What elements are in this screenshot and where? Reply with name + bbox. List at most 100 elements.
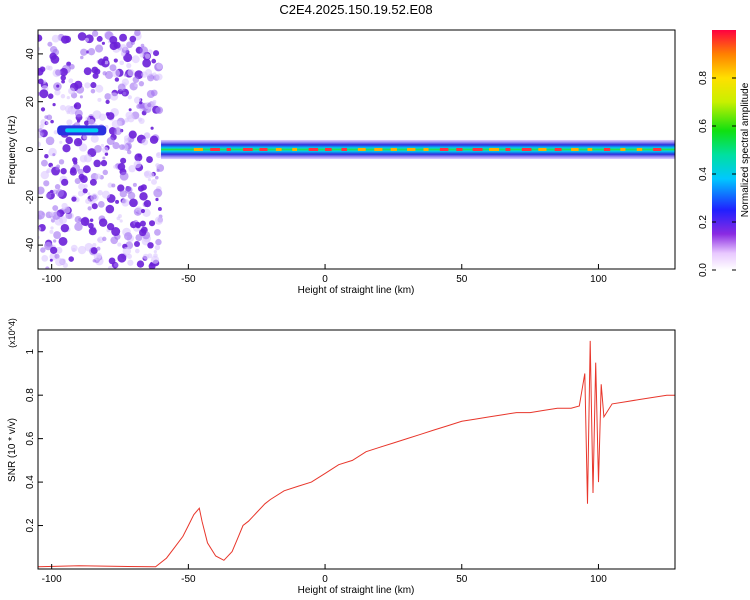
noise-point: [68, 256, 74, 262]
noise-point: [150, 255, 160, 264]
noise-point: [149, 135, 159, 144]
noise-point: [50, 119, 54, 124]
noise-point: [137, 153, 142, 158]
noise-point: [128, 165, 136, 173]
noise-point: [123, 135, 131, 142]
noise-point: [71, 196, 77, 202]
noise-point: [66, 119, 73, 126]
noise-point: [155, 163, 160, 168]
band-hotspot: [390, 148, 397, 151]
noise-point: [113, 165, 117, 169]
noise-point: [90, 88, 96, 94]
top-xtick-label: -50: [181, 274, 196, 285]
noise-point: [140, 208, 146, 214]
noise-point: [151, 178, 157, 185]
noise-point: [110, 236, 119, 245]
noise-point: [139, 46, 149, 55]
noise-point: [56, 84, 60, 88]
noise-point: [155, 197, 159, 202]
noise-point: [60, 35, 70, 44]
noise-point: [139, 52, 145, 58]
noise-point: [138, 228, 147, 237]
noise-point: [44, 241, 53, 251]
noise-point: [84, 37, 89, 42]
noise-point: [91, 30, 99, 37]
noise-point: [41, 255, 49, 262]
noise-point: [52, 153, 56, 157]
noise-point: [76, 119, 81, 123]
noise-point: [70, 167, 77, 174]
noise-point: [44, 153, 49, 159]
noise-point: [141, 138, 149, 146]
bottom-xtick-label: 50: [456, 574, 468, 585]
band-hotspot: [243, 148, 253, 151]
band-body: [161, 139, 675, 160]
noise-point: [132, 182, 137, 187]
noise-point: [128, 130, 137, 139]
noise-point: [97, 238, 101, 242]
noise-point: [44, 115, 49, 120]
noise-point: [52, 102, 56, 107]
noise-point: [157, 207, 162, 211]
top-x-ticks: -100 -50 0 50 100: [42, 264, 607, 285]
noise-point: [106, 137, 115, 146]
noise-point: [56, 189, 65, 198]
noise-point: [115, 199, 120, 204]
noise-point: [60, 104, 66, 111]
snr-panel: -100 -50 0 50 100 0.2 0.4 0.6 0.8 1 Height of st…: [7, 318, 676, 596]
top-xtick-label: -100: [42, 274, 62, 285]
band-hotspot: [521, 148, 532, 151]
noise-point: [85, 116, 91, 122]
colorbar-label: Normalized spectral amplitude: [740, 82, 750, 217]
noise-point: [138, 80, 145, 87]
band-hotspot: [423, 148, 429, 151]
noise-point: [123, 46, 127, 51]
noise-point: [59, 140, 63, 144]
noise-point: [148, 220, 156, 227]
noise-point: [100, 143, 105, 148]
noise-point: [80, 217, 90, 226]
band-hotspot: [489, 148, 500, 151]
noise-point: [113, 41, 121, 49]
band-hotspot: [308, 148, 319, 151]
noise-point: [101, 190, 111, 199]
noise-point: [114, 127, 122, 135]
noise-point: [127, 191, 136, 200]
noise-point: [117, 242, 122, 247]
noise-point: [109, 92, 119, 101]
top-xtick-label: 100: [590, 274, 607, 285]
noise-point: [133, 160, 142, 169]
colorbar-gradient: [712, 30, 736, 270]
noise-point: [154, 244, 161, 251]
noise-point: [55, 69, 62, 76]
noise-point: [88, 222, 94, 229]
noise-point: [132, 76, 140, 83]
noise-point: [101, 41, 105, 45]
noise-point: [74, 178, 81, 185]
bottom-y-axis-label: SNR (10 * v/v): [7, 418, 18, 482]
noise-point: [140, 184, 147, 191]
noise-point: [61, 202, 68, 210]
noise-point: [65, 212, 73, 220]
noise-point: [69, 63, 75, 70]
bottom-xtick-label: 100: [590, 574, 607, 585]
noise-point: [90, 134, 99, 143]
band-hotspot: [439, 148, 449, 151]
noise-point: [84, 120, 90, 126]
noise-point: [91, 203, 98, 210]
top-x-axis-label: Height of straight line (km): [298, 285, 415, 296]
noise-point: [87, 206, 92, 211]
noise-point: [60, 168, 67, 175]
noise-point: [109, 36, 118, 44]
noise-point: [40, 170, 50, 180]
bottom-ytick-label: 1: [25, 349, 36, 355]
noise-point: [155, 238, 162, 246]
noise-point: [107, 182, 113, 188]
noise-point: [136, 260, 145, 268]
noise-point: [156, 168, 160, 173]
colorbar-tick-label: 0.2: [698, 215, 709, 229]
noise-point: [62, 144, 71, 153]
noise-point: [144, 53, 151, 59]
noise-point: [47, 93, 54, 99]
noise-point: [147, 242, 154, 249]
